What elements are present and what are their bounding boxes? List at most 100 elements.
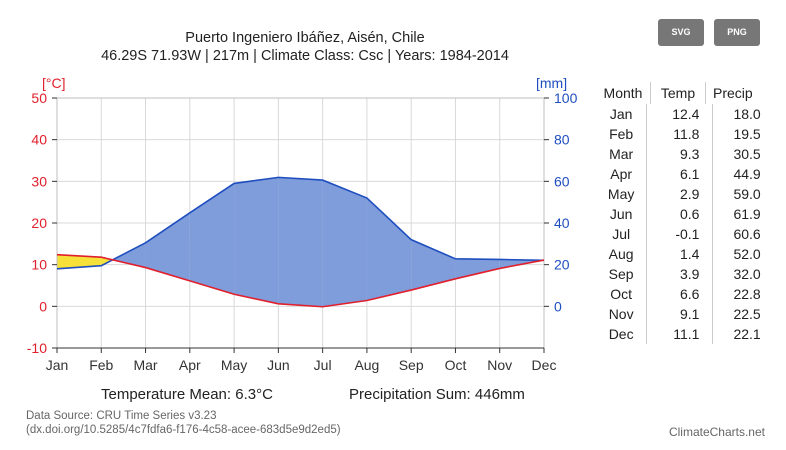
table-row: Mar 9.3 30.5 (596, 144, 780, 164)
y-left-tick-label: 10 (31, 257, 47, 273)
y-left-tick-label: 0 (39, 298, 47, 314)
export-svg-button[interactable]: SVG (658, 19, 704, 46)
precipitation-sum: Precipitation Sum: 446mm (349, 386, 525, 403)
table-row: Aug 1.4 52.0 (596, 244, 780, 264)
table-cell-temp: 3.9 (646, 264, 714, 284)
header-month: Month (603, 85, 643, 101)
table-cell-month: Feb (609, 126, 634, 142)
x-tick-label: May (221, 357, 247, 373)
humid-area (411, 239, 456, 291)
header-precip: Precip (713, 85, 753, 101)
table-cell-precip: 60.6 (733, 226, 761, 242)
table-cell-temp: 6.6 (646, 284, 714, 304)
x-tick-label: Jun (267, 357, 290, 373)
table-cell-temp: 9.3 (646, 144, 714, 164)
table-row: Nov 9.1 22.5 (596, 304, 780, 324)
table-row: Jan 12.4 18.0 (596, 104, 780, 124)
export-png-button[interactable]: PNG (714, 19, 760, 46)
x-tick-label: Feb (89, 357, 113, 373)
y-left-tick-label: 50 (31, 90, 47, 106)
table-cell-precip: 30.5 (733, 146, 761, 162)
y-right-tick-label: 0 (554, 298, 562, 314)
humid-area (322, 180, 367, 307)
data-source: Data Source: CRU Time Series v3.23 (26, 410, 217, 422)
humid-area (234, 177, 279, 304)
table-cell-temp: -0.1 (646, 224, 714, 244)
table-cell-month: Jun (609, 206, 633, 222)
table-row: Apr 6.1 44.9 (596, 164, 780, 184)
table-row: Sep 3.9 32.0 (596, 264, 780, 284)
table-cell-precip: 52.0 (733, 246, 761, 262)
table-header-row: Month Temp Precip (596, 82, 780, 104)
table-row: Feb 11.8 19.5 (596, 124, 780, 144)
table-cell-month: Jan (609, 106, 633, 122)
y-left-tick-label: 40 (31, 132, 47, 148)
y-right-tick-label: 100 (554, 90, 578, 106)
x-tick-label: Jan (46, 357, 69, 373)
table-cell-month: Aug (608, 246, 634, 262)
table-cell-temp: 6.1 (646, 164, 714, 184)
humid-area (189, 183, 235, 295)
climate-table: Month Temp Precip Jan 12.4 18.0 Feb 11.8 19.5… (596, 82, 780, 344)
table-cell-month: Oct (610, 286, 633, 302)
table-cell-temp: 9.1 (646, 304, 714, 324)
table-cell-precip: 59.0 (733, 186, 761, 202)
humid-area (278, 177, 323, 307)
arid-area (57, 254, 102, 269)
table-cell-month: Nov (608, 306, 634, 322)
table-cell-precip: 32.0 (733, 266, 761, 282)
y-right-unit-label: [mm] (536, 75, 567, 91)
data-source-doi[interactable]: (dx.doi.org/10.5285/4c7fdfa6-f176-4c58-a… (26, 424, 341, 436)
chart-subtitle: 46.29S 71.93W | 217m | Climate Class: Cs… (101, 48, 509, 64)
temperature-mean: Temperature Mean: 6.3°C (101, 386, 273, 403)
y-left-tick-label: 30 (31, 173, 47, 189)
header-temp: Temp (650, 82, 706, 104)
table-row: Jul -0.1 60.6 (596, 224, 780, 244)
table-cell-precip: 19.5 (733, 126, 761, 142)
x-tick-label: Sep (399, 357, 424, 373)
x-tick-label: Oct (445, 357, 467, 373)
humid-area (455, 258, 500, 279)
table-cell-month: Jul (612, 226, 631, 242)
table-cell-temp: 11.8 (646, 124, 714, 144)
table-cell-month: Sep (608, 266, 634, 282)
table-cell-precip: 22.8 (733, 286, 761, 302)
table-cell-month: Apr (610, 166, 633, 182)
y-right-tick-label: 40 (554, 215, 570, 231)
humid-area (145, 212, 190, 281)
y-right-tick-label: 20 (554, 257, 570, 273)
precipitation-line (56, 176, 545, 270)
table-cell-temp: 1.4 (646, 244, 714, 264)
table-cell-temp: 0.6 (646, 204, 714, 224)
table-row: Jun 0.6 61.9 (596, 204, 780, 224)
y-left-unit-label: [°C] (42, 75, 66, 91)
y-left-tick-label: -10 (27, 340, 47, 356)
table-cell-month: Dec (608, 326, 634, 342)
y-right-tick-label: 60 (554, 173, 570, 189)
table-row: May 2.9 59.0 (596, 184, 780, 204)
y-right-tick-label: 80 (554, 132, 570, 148)
table-cell-precip: 44.9 (733, 166, 761, 182)
chart-title: Puerto Ingeniero Ibáñez, Aisén, Chile (185, 30, 425, 46)
temperature-line (56, 253, 545, 308)
climate-chart: -10 0 10 20 30 40 50 0 20 40 60 80 100 [°C] [mm] Jan Feb… (27, 75, 578, 373)
table-cell-month: May (607, 186, 635, 202)
y-left-tick-label: 20 (31, 215, 47, 231)
table-row: Dec 11.1 22.1 (596, 324, 780, 344)
table-cell-temp: 11.1 (646, 324, 714, 344)
table-row: Oct 6.6 22.8 (596, 284, 780, 304)
x-tick-label: Jul (314, 357, 332, 373)
x-tick-label: Aug (354, 357, 379, 373)
table-cell-temp: 2.9 (646, 184, 714, 204)
x-tick-label: Mar (133, 357, 157, 373)
table-cell-month: Mar (609, 146, 634, 162)
table-cell-precip: 22.5 (733, 306, 761, 322)
brand-link[interactable]: ClimateCharts.net (668, 425, 765, 439)
humid-area (366, 198, 412, 301)
x-tick-label: Apr (179, 357, 201, 373)
table-cell-precip: 22.1 (733, 326, 761, 342)
x-tick-label: Dec (532, 357, 557, 373)
table-cell-temp: 12.4 (646, 104, 714, 124)
table-cell-precip: 61.9 (733, 206, 761, 222)
table-cell-precip: 18.0 (733, 106, 761, 122)
